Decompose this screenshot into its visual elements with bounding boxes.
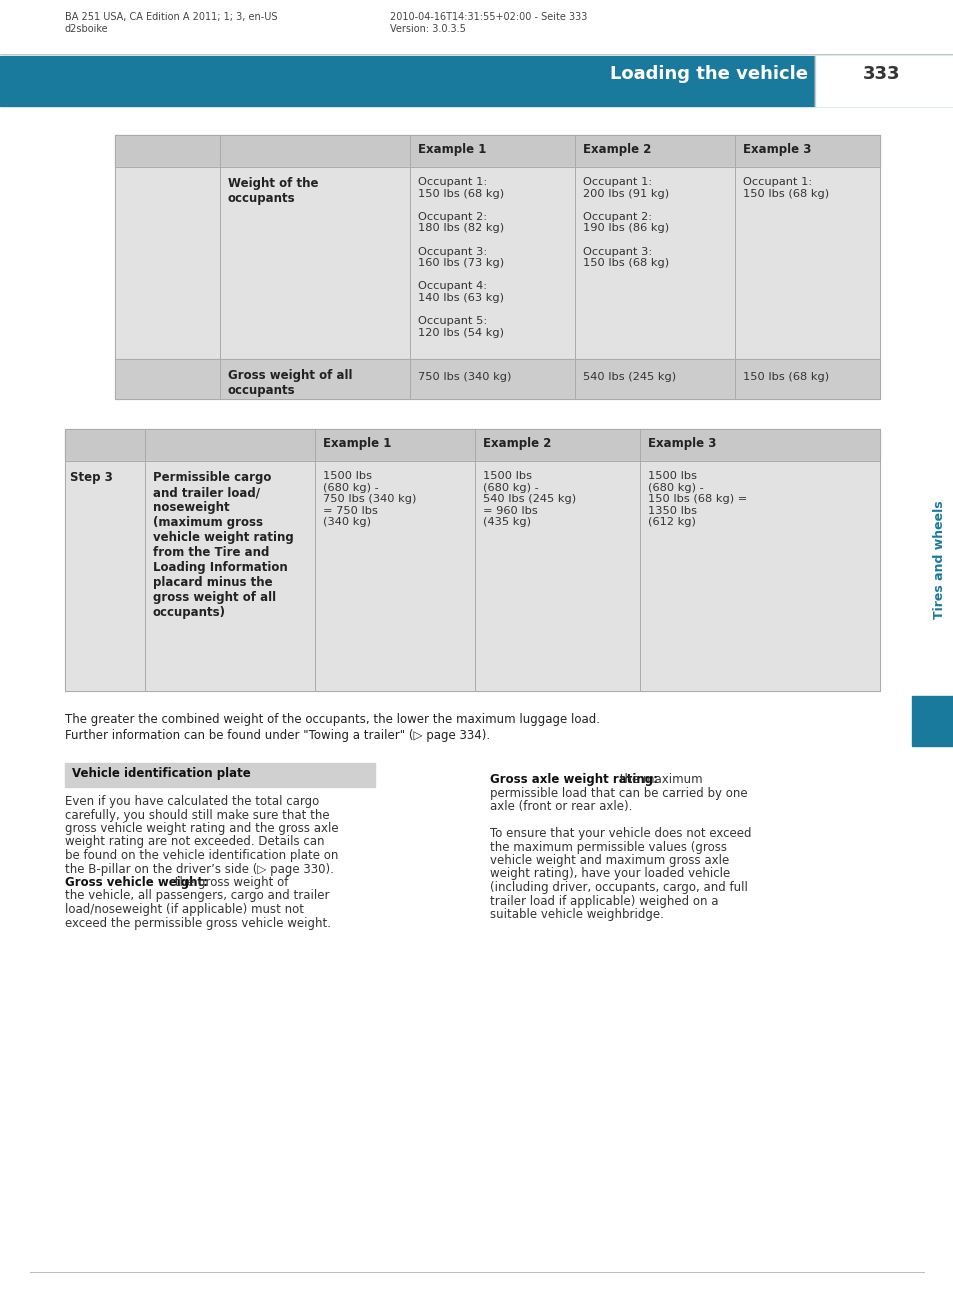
Text: Loading the vehicle: Loading the vehicle [609, 65, 807, 83]
Text: weight rating are not exceeded. Details can: weight rating are not exceeded. Details … [65, 836, 324, 849]
Text: Example 1: Example 1 [417, 144, 486, 157]
Text: Occupant 1:
150 lbs (68 kg)

Occupant 2:
180 lbs (82 kg)

Occupant 3:
160 lbs (7: Occupant 1: 150 lbs (68 kg) Occupant 2: … [417, 177, 503, 338]
Text: (including driver, occupants, cargo, and full: (including driver, occupants, cargo, and… [490, 881, 747, 894]
Text: Occupant 1:
150 lbs (68 kg): Occupant 1: 150 lbs (68 kg) [742, 177, 828, 198]
Bar [65, 763, 375, 787]
Text: axle (front or rear axle).: axle (front or rear axle). [490, 800, 632, 813]
Text: To ensure that your vehicle does not exceed: To ensure that your vehicle does not exc… [490, 827, 751, 840]
Text: Example 2: Example 2 [482, 437, 551, 450]
Text: BA 251 USA, CA Edition A 2011; 1; 3, en-US: BA 251 USA, CA Edition A 2011; 1; 3, en-… [65, 12, 277, 22]
Text: Version: 3.0.3.5: Version: 3.0.3.5 [390, 25, 465, 34]
Text: Gross vehicle weight:: Gross vehicle weight: [65, 876, 208, 889]
Text: d2sboike: d2sboike [65, 25, 109, 34]
Text: Example 1: Example 1 [323, 437, 391, 450]
Text: the vehicle, all passengers, cargo and trailer: the vehicle, all passengers, cargo and t… [65, 889, 329, 902]
Text: 333: 333 [862, 65, 900, 83]
Text: Example 3: Example 3 [647, 437, 716, 450]
Text: Gross weight of all
occupants: Gross weight of all occupants [228, 369, 352, 397]
Text: 1500 lbs
(680 kg) -
750 lbs (340 kg)
= 750 lbs
(340 kg): 1500 lbs (680 kg) - 750 lbs (340 kg) = 7… [323, 471, 416, 528]
Text: Gross axle weight rating:: Gross axle weight rating: [490, 773, 658, 785]
Text: Permissible cargo
and trailer load/
noseweight
(maximum gross
vehicle weight rat: Permissible cargo and trailer load/ nose… [152, 471, 294, 619]
Text: the maximum permissible values (gross: the maximum permissible values (gross [490, 841, 726, 854]
Text: Weight of the
occupants: Weight of the occupants [228, 177, 318, 204]
Text: 150 lbs (68 kg): 150 lbs (68 kg) [742, 371, 828, 382]
Bar [115, 358, 879, 399]
Bar [911, 696, 953, 747]
Text: suitable vehicle weighbridge.: suitable vehicle weighbridge. [490, 908, 663, 921]
Text: Example 3: Example 3 [742, 144, 810, 157]
Bar [115, 135, 879, 167]
Text: Step 3: Step 3 [70, 471, 112, 484]
Text: the maximum: the maximum [616, 773, 702, 785]
Text: carefully, you should still make sure that the: carefully, you should still make sure th… [65, 809, 330, 822]
Text: Further information can be found under "Towing a trailer" (▷ page 334).: Further information can be found under "… [65, 729, 490, 741]
Text: Vehicle identification plate: Vehicle identification plate [71, 767, 251, 780]
Text: The greater the combined weight of the occupants, the lower the maximum luggage : The greater the combined weight of the o… [65, 713, 599, 726]
Text: Even if you have calculated the total cargo: Even if you have calculated the total ca… [65, 795, 319, 807]
Bar [0, 56, 953, 106]
Text: be found on the vehicle identification plate on: be found on the vehicle identification p… [65, 849, 338, 862]
Text: 750 lbs (340 kg): 750 lbs (340 kg) [417, 371, 511, 382]
Text: load/noseweight (if applicable) must not: load/noseweight (if applicable) must not [65, 903, 304, 916]
Text: gross vehicle weight rating and the gross axle: gross vehicle weight rating and the gros… [65, 822, 338, 835]
Text: weight rating), have your loaded vehicle: weight rating), have your loaded vehicle [490, 867, 729, 880]
Text: exceed the permissible gross vehicle weight.: exceed the permissible gross vehicle wei… [65, 916, 331, 929]
Text: Occupant 1:
200 lbs (91 kg)

Occupant 2:
190 lbs (86 kg)

Occupant 3:
150 lbs (6: Occupant 1: 200 lbs (91 kg) Occupant 2: … [582, 177, 668, 268]
Text: vehicle weight and maximum gross axle: vehicle weight and maximum gross axle [490, 854, 728, 867]
Text: 540 lbs (245 kg): 540 lbs (245 kg) [582, 371, 676, 382]
Bar [814, 56, 953, 106]
Text: trailer load if applicable) weighed on a: trailer load if applicable) weighed on a [490, 894, 718, 907]
Text: Tires and wheels: Tires and wheels [933, 501, 945, 620]
Bar [115, 167, 879, 358]
Text: permissible load that can be carried by one: permissible load that can be carried by … [490, 787, 747, 800]
Text: the gross weight of: the gross weight of [171, 876, 288, 889]
Text: the B-pillar on the driver’s side (▷ page 330).: the B-pillar on the driver’s side (▷ pag… [65, 863, 334, 876]
Text: 1500 lbs
(680 kg) -
150 lbs (68 kg) =
1350 lbs
(612 kg): 1500 lbs (680 kg) - 150 lbs (68 kg) = 13… [647, 471, 746, 528]
Bar [65, 461, 879, 691]
Text: 2010-04-16T14:31:55+02:00 - Seite 333: 2010-04-16T14:31:55+02:00 - Seite 333 [390, 12, 587, 22]
Bar [65, 430, 879, 461]
Text: 1500 lbs
(680 kg) -
540 lbs (245 kg)
= 960 lbs
(435 kg): 1500 lbs (680 kg) - 540 lbs (245 kg) = 9… [482, 471, 576, 528]
Text: Example 2: Example 2 [582, 144, 651, 157]
